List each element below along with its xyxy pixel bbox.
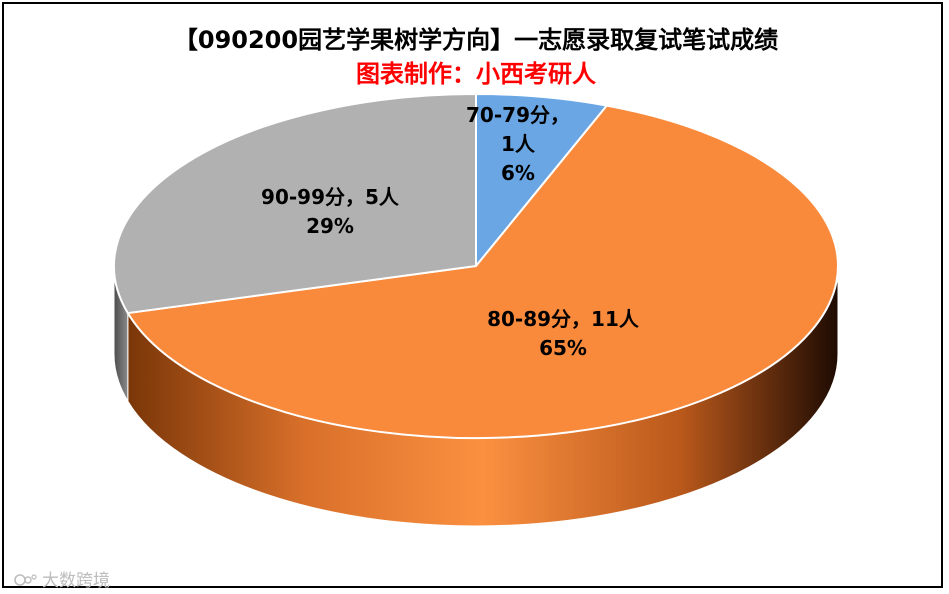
slice-label-line: 1人 [501, 132, 536, 156]
pie-slice-1 [475, 93, 608, 267]
slice-label-line: 65% [539, 336, 587, 360]
pie-slice-2 [126, 104, 839, 439]
slice-label-line: 29% [306, 214, 354, 238]
watermark-logo-icon [14, 571, 38, 587]
chart-title: 【090200园艺学果树学方向】一志愿录取复试笔试成绩 [174, 26, 778, 54]
slice-label-2: 80-89分，11人 65% [487, 307, 640, 360]
watermark-text: 大数跨境 [42, 571, 110, 591]
slice-label-3: 90-99分，5人 29% [261, 185, 400, 238]
slice-label-line: 6% [501, 161, 535, 185]
slice-label-line: 80-89分，11人 [487, 307, 640, 331]
slice-label-line: 90-99分，5人 [261, 185, 400, 209]
watermark: 大数跨境 [14, 566, 110, 591]
slice-label-1: 70-79分， 1人 6% [466, 103, 570, 185]
pie-chart: 【090200园艺学果树学方向】一志愿录取复试笔试成绩 图表制作：小西考研人 7… [113, 26, 839, 527]
slice-label-line: 70-79分， [466, 103, 570, 127]
chart-subtitle: 图表制作：小西考研人 [356, 60, 596, 88]
pie-slice-3 [113, 93, 477, 315]
